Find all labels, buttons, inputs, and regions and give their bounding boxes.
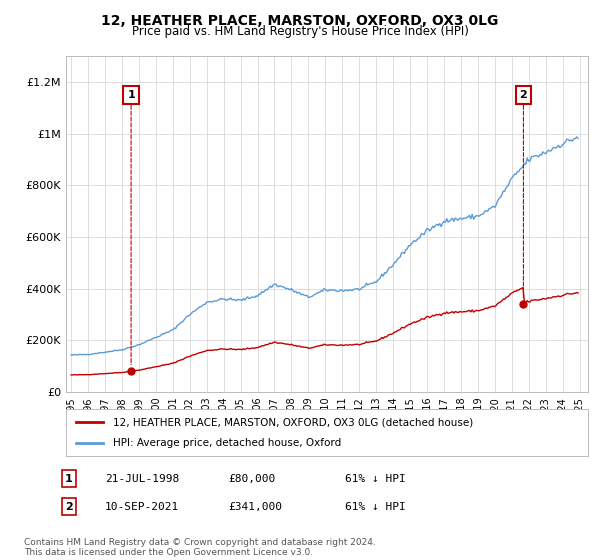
- Text: £80,000: £80,000: [228, 474, 275, 484]
- Text: 10-SEP-2021: 10-SEP-2021: [105, 502, 179, 512]
- Text: Price paid vs. HM Land Registry's House Price Index (HPI): Price paid vs. HM Land Registry's House …: [131, 25, 469, 38]
- Text: £341,000: £341,000: [228, 502, 282, 512]
- Text: 2: 2: [520, 90, 527, 100]
- Text: Contains HM Land Registry data © Crown copyright and database right 2024.
This d: Contains HM Land Registry data © Crown c…: [24, 538, 376, 557]
- Text: 21-JUL-1998: 21-JUL-1998: [105, 474, 179, 484]
- Text: 12, HEATHER PLACE, MARSTON, OXFORD, OX3 0LG: 12, HEATHER PLACE, MARSTON, OXFORD, OX3 …: [101, 14, 499, 28]
- Text: 61% ↓ HPI: 61% ↓ HPI: [345, 502, 406, 512]
- Text: 61% ↓ HPI: 61% ↓ HPI: [345, 474, 406, 484]
- Text: 2: 2: [65, 502, 73, 512]
- Text: 1: 1: [65, 474, 73, 484]
- Text: HPI: Average price, detached house, Oxford: HPI: Average price, detached house, Oxfo…: [113, 438, 341, 448]
- Text: 1: 1: [127, 90, 135, 100]
- Text: 12, HEATHER PLACE, MARSTON, OXFORD, OX3 0LG (detached house): 12, HEATHER PLACE, MARSTON, OXFORD, OX3 …: [113, 417, 473, 427]
